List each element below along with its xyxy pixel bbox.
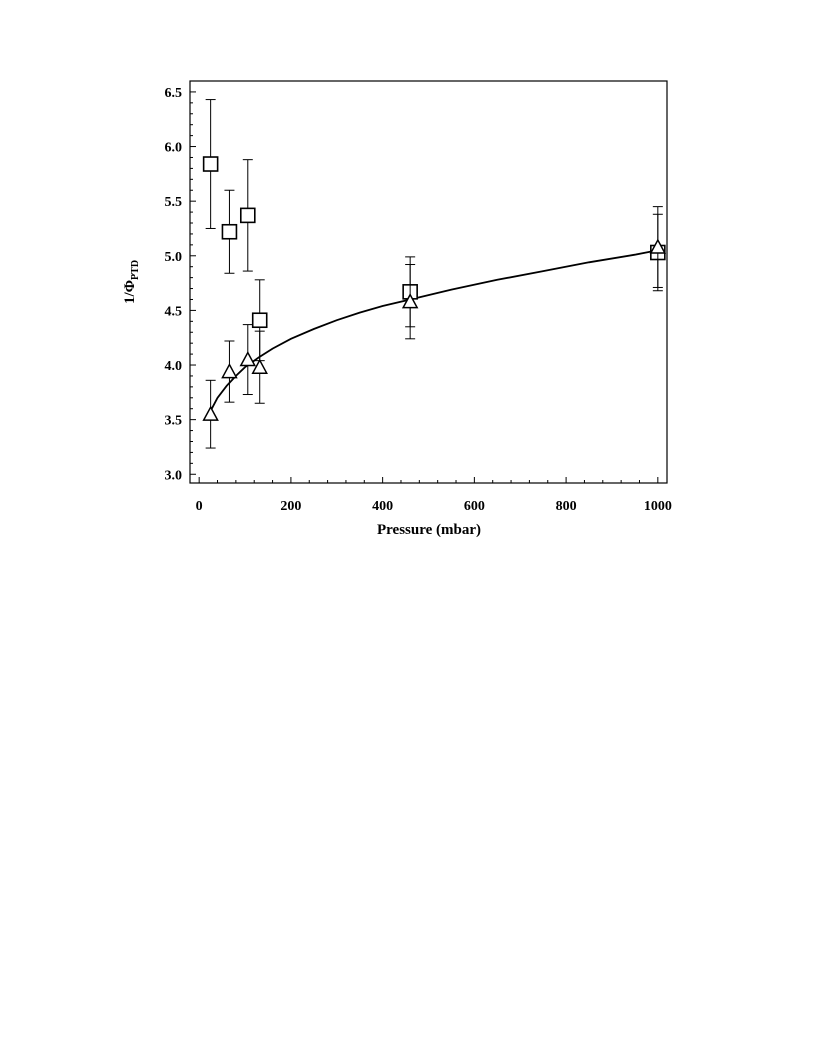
x-tick-label: 0: [196, 499, 203, 514]
triangle-marker: [649, 238, 667, 254]
square-marker: [202, 156, 219, 172]
points-layer: [202, 99, 667, 449]
x-tick-label: 400: [372, 499, 393, 514]
x-tick-label: 600: [464, 499, 485, 514]
fit-layer: [209, 249, 658, 412]
y-axis-label-sub: PTD: [130, 260, 141, 280]
y-axis-label: 1/ΦPTD: [122, 260, 141, 304]
triangle-marker: [221, 362, 238, 379]
plot-frame: [189, 80, 668, 484]
x-tick-label: 800: [556, 499, 577, 514]
y-tick-label: 3.5: [165, 414, 183, 429]
x-tick-label: 1000: [644, 499, 672, 514]
square-marker: [221, 223, 238, 240]
y-tick-label: 4.0: [165, 359, 183, 374]
triangle-marker: [202, 405, 219, 421]
triangle-marker: [401, 293, 419, 309]
y-tick-label: 5.0: [165, 250, 183, 265]
y-tick-label: 3.0: [165, 468, 183, 483]
y-tick-label: 4.5: [165, 304, 183, 319]
y-axis-label-main: 1/Φ: [122, 280, 138, 304]
y-tick-label: 6.5: [165, 86, 183, 101]
triangle-marker: [251, 358, 268, 374]
square-marker: [239, 207, 256, 224]
y-tick-label: 5.5: [165, 195, 183, 210]
y-tick-label: 6.0: [165, 141, 183, 156]
x-tick-label: 200: [280, 499, 301, 514]
triangle-marker: [239, 350, 257, 367]
x-axis-label: Pressure (mbar): [377, 522, 481, 538]
fit-curve: [209, 249, 658, 412]
square-marker: [251, 312, 268, 329]
axes-layer: 0 200 400 600 800 1000 3.0 3.5 4.0 4.5 5.0 5.5 6.0 6.…: [165, 86, 672, 514]
